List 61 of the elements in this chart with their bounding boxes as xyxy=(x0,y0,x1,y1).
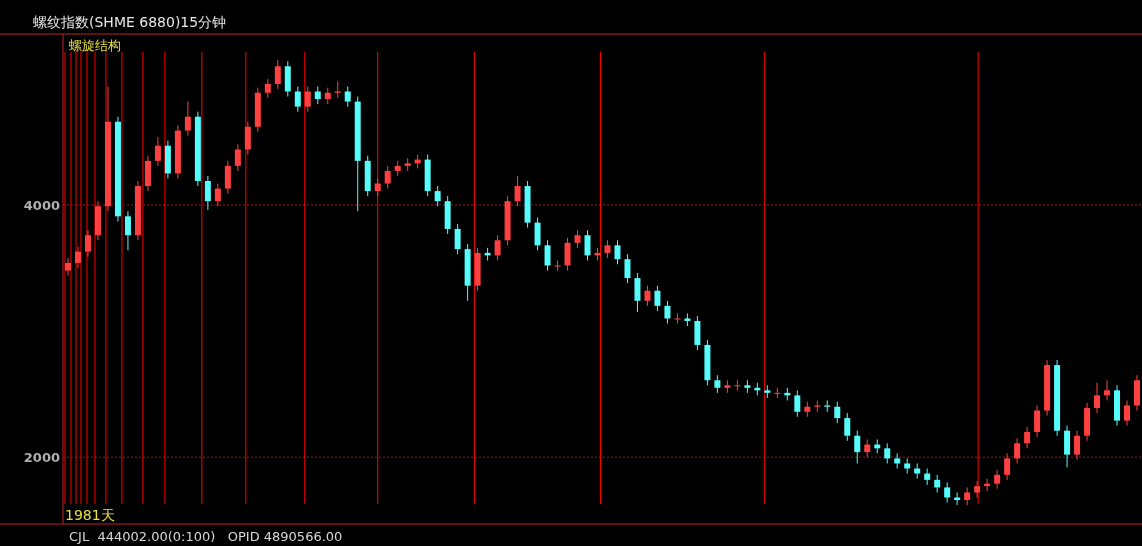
candlestick xyxy=(124,210,131,251)
candlestick xyxy=(1034,404,1041,438)
candlestick xyxy=(1024,426,1031,449)
candlestick xyxy=(1014,437,1021,464)
candlestick xyxy=(434,185,441,207)
candlestick xyxy=(554,259,561,272)
candlestick xyxy=(674,312,681,324)
candlestick xyxy=(664,300,671,324)
candlestick xyxy=(1074,430,1081,461)
candlestick xyxy=(834,401,841,424)
candlestick xyxy=(304,85,311,113)
candlestick xyxy=(944,481,951,504)
candlestick xyxy=(814,399,821,413)
candlestick xyxy=(794,389,801,418)
candlestick xyxy=(65,257,71,277)
candlestick xyxy=(74,246,81,269)
annotation: 螺旋结构 xyxy=(69,38,121,53)
candlestick xyxy=(224,160,231,195)
candlestick xyxy=(634,272,641,313)
candlestick xyxy=(534,217,541,251)
candlestick xyxy=(454,223,461,255)
candlestick xyxy=(644,285,651,307)
candlestick xyxy=(274,59,281,90)
candlestick xyxy=(614,239,621,265)
candlestick xyxy=(264,78,271,99)
candlestick xyxy=(154,136,161,167)
candlestick xyxy=(1004,452,1011,481)
y-tick-label: 2000 xyxy=(23,449,60,465)
annotation: 1981天 xyxy=(65,507,115,523)
candlestick xyxy=(294,85,301,113)
candlestick xyxy=(204,175,211,211)
candlestick xyxy=(1094,382,1101,414)
candlestick xyxy=(344,85,351,108)
candlestick xyxy=(844,412,851,442)
candlestick xyxy=(84,229,91,258)
candlestick xyxy=(234,143,241,172)
candlestick xyxy=(514,175,521,207)
candlestick xyxy=(184,101,191,137)
chart-title: 螺纹指数(SHME 6880)15分钟 xyxy=(33,14,227,30)
candlestick xyxy=(544,239,551,272)
candlestick xyxy=(564,237,571,272)
candlestick xyxy=(774,387,781,399)
candlestick xyxy=(884,442,891,464)
candlestick xyxy=(1064,425,1071,468)
candlestick xyxy=(1124,399,1131,427)
y-tick-label: 4000 xyxy=(23,197,60,213)
candlestick xyxy=(384,165,391,190)
candlestick xyxy=(494,234,501,261)
candlestick xyxy=(994,469,1001,490)
candlestick xyxy=(334,80,341,99)
candlestick xyxy=(214,183,221,207)
candlestick xyxy=(244,121,251,156)
candlestick xyxy=(584,229,591,261)
candlestick xyxy=(824,399,831,413)
candlestick xyxy=(1104,379,1111,401)
candlestick xyxy=(854,430,861,464)
candlestick xyxy=(654,285,661,312)
candlestick xyxy=(694,315,701,351)
candlestick xyxy=(624,253,631,284)
text: CJL 444002.00(0:100) OPID 4890566.00 xyxy=(69,529,343,544)
candlestick xyxy=(734,379,741,391)
